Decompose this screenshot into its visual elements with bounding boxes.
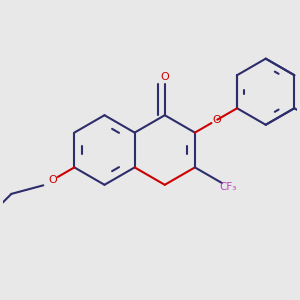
Text: O: O [160,72,169,82]
Text: O: O [48,175,57,185]
Text: O: O [212,115,221,125]
Text: CF₃: CF₃ [220,182,237,192]
